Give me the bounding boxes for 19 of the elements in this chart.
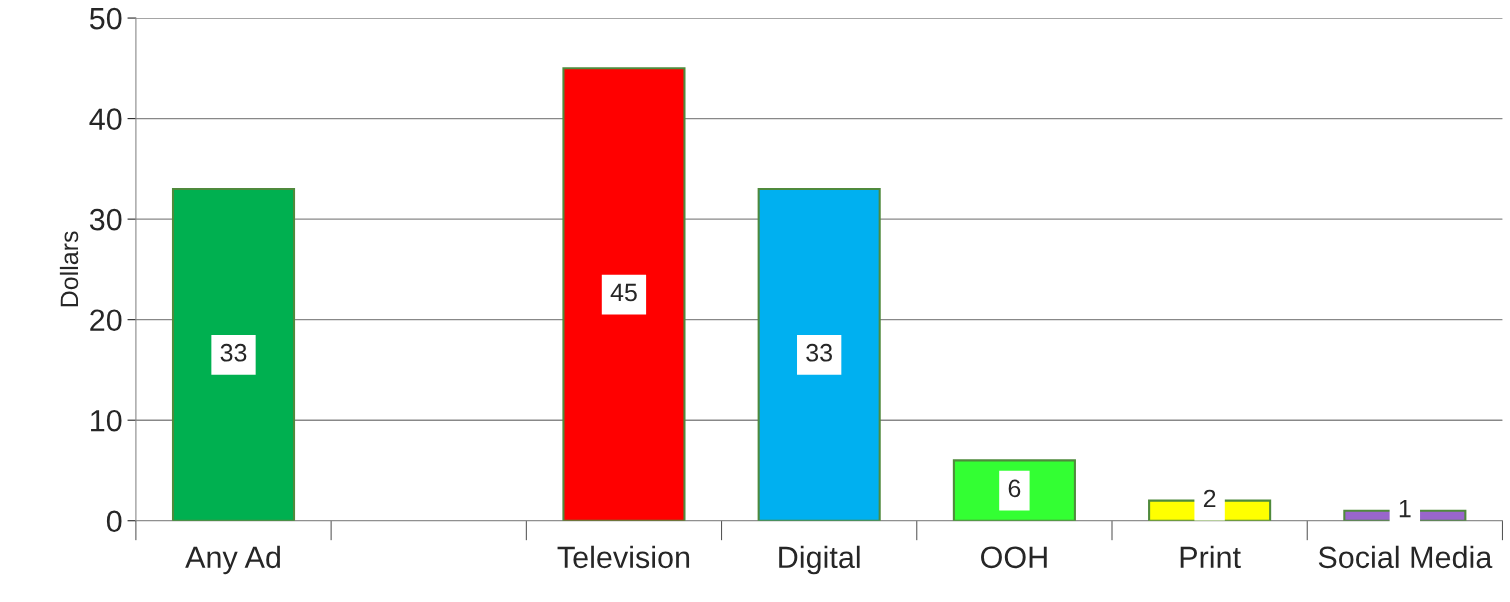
data-label: 33 [806,343,832,362]
x-tick-label: Digital [779,545,860,575]
data-label: 45 [610,283,637,302]
y-tick-label: 20 [90,309,122,332]
y-tick-label: 30 [89,208,122,231]
data-label: 33 [220,343,247,362]
data-label: 1 [1399,499,1411,518]
y-tick-label: 50 [89,7,122,30]
y-tick-label: 0 [106,510,122,533]
x-tick-label: Television [557,545,690,569]
data-label: 6 [1008,479,1021,498]
x-tick-label: Print [1180,545,1241,569]
y-tick-label: 40 [89,108,122,130]
x-tick-label: Any Ad [185,545,280,575]
x-tick-label: Social Media [1318,545,1493,569]
y-axis-title: Dollars [59,231,79,307]
data-label: 2 [1203,489,1216,508]
x-tick-label: OOH [981,546,1047,569]
y-tick-label: 10 [91,409,122,432]
